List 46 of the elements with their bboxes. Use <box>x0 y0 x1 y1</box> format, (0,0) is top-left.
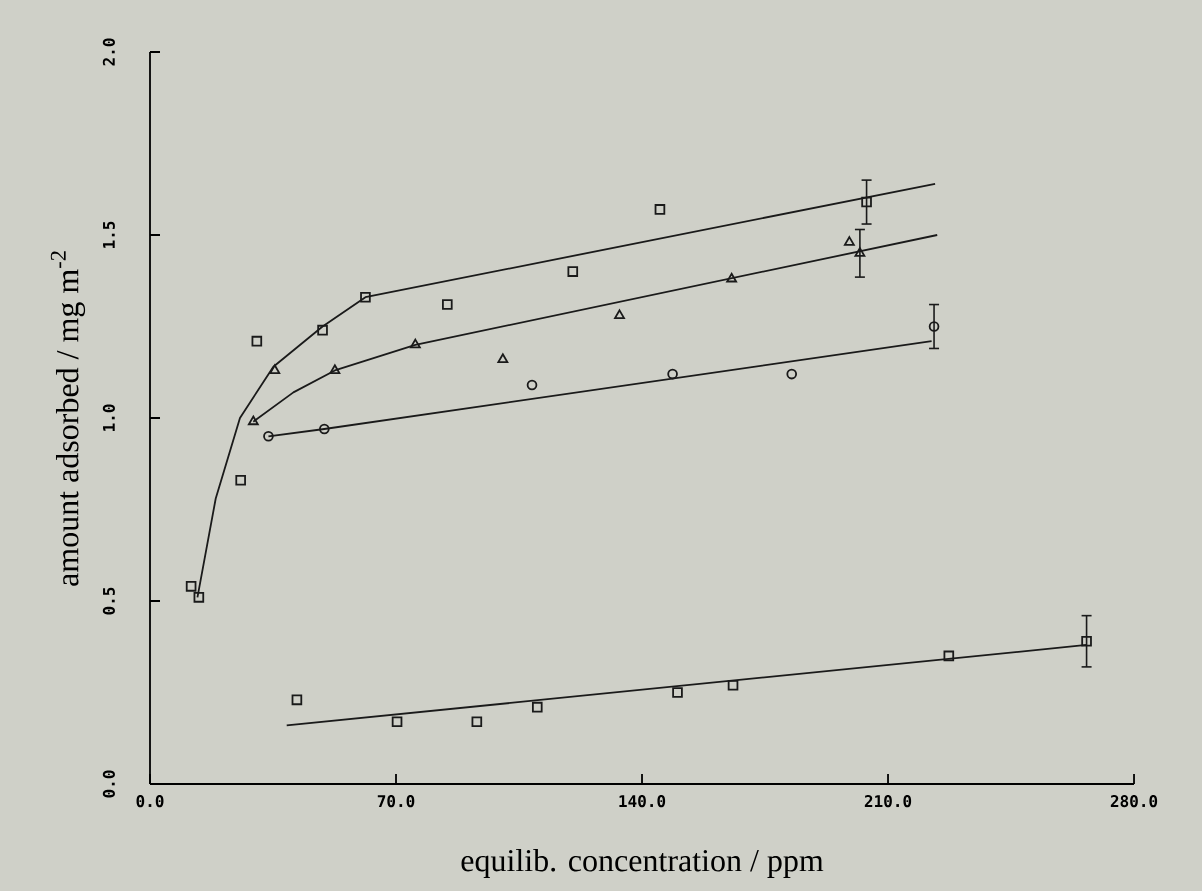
point <box>943 650 955 662</box>
point <box>269 364 281 374</box>
point <box>471 716 483 728</box>
point <box>726 272 738 283</box>
point <box>291 694 303 706</box>
x-tick-label: 70.0 <box>377 795 415 808</box>
point <box>409 338 421 349</box>
point <box>727 679 739 691</box>
point <box>614 309 625 320</box>
point <box>251 335 263 347</box>
point <box>1081 635 1092 647</box>
point <box>391 716 403 728</box>
point <box>235 474 246 486</box>
point <box>928 321 940 332</box>
point <box>672 687 683 698</box>
x-tick-label: 210.0 <box>864 795 912 808</box>
point <box>854 247 866 257</box>
y-axis-title: amount adsorbed / mg m$^{-2}$ <box>50 251 86 586</box>
point <box>329 364 341 374</box>
point <box>317 324 328 336</box>
y-tick-label: 1.0 <box>102 404 115 431</box>
y-tick-label: 1.5 <box>103 221 115 248</box>
y-tick-label: 0.5 <box>102 587 115 615</box>
line-series <box>252 234 939 423</box>
point <box>319 423 330 435</box>
point <box>654 204 666 215</box>
point <box>531 701 543 713</box>
point <box>526 379 538 391</box>
point <box>497 353 509 363</box>
point <box>193 592 205 603</box>
x-tick-label: 0.0 <box>136 795 164 808</box>
point <box>861 196 872 208</box>
point <box>360 291 371 303</box>
x-tick-label: 140.0 <box>619 795 666 808</box>
line-series <box>196 182 937 599</box>
point <box>567 266 579 277</box>
x-tick-label: 280.0 <box>1110 795 1158 808</box>
point <box>843 236 855 246</box>
point <box>786 368 798 380</box>
point <box>185 581 197 592</box>
point <box>263 431 274 442</box>
x-axis-title: equilib. concentration / ppm <box>461 848 824 878</box>
point <box>667 368 678 380</box>
point <box>442 299 453 310</box>
y-tick-label: 2.0 <box>102 38 115 66</box>
point <box>247 415 259 426</box>
